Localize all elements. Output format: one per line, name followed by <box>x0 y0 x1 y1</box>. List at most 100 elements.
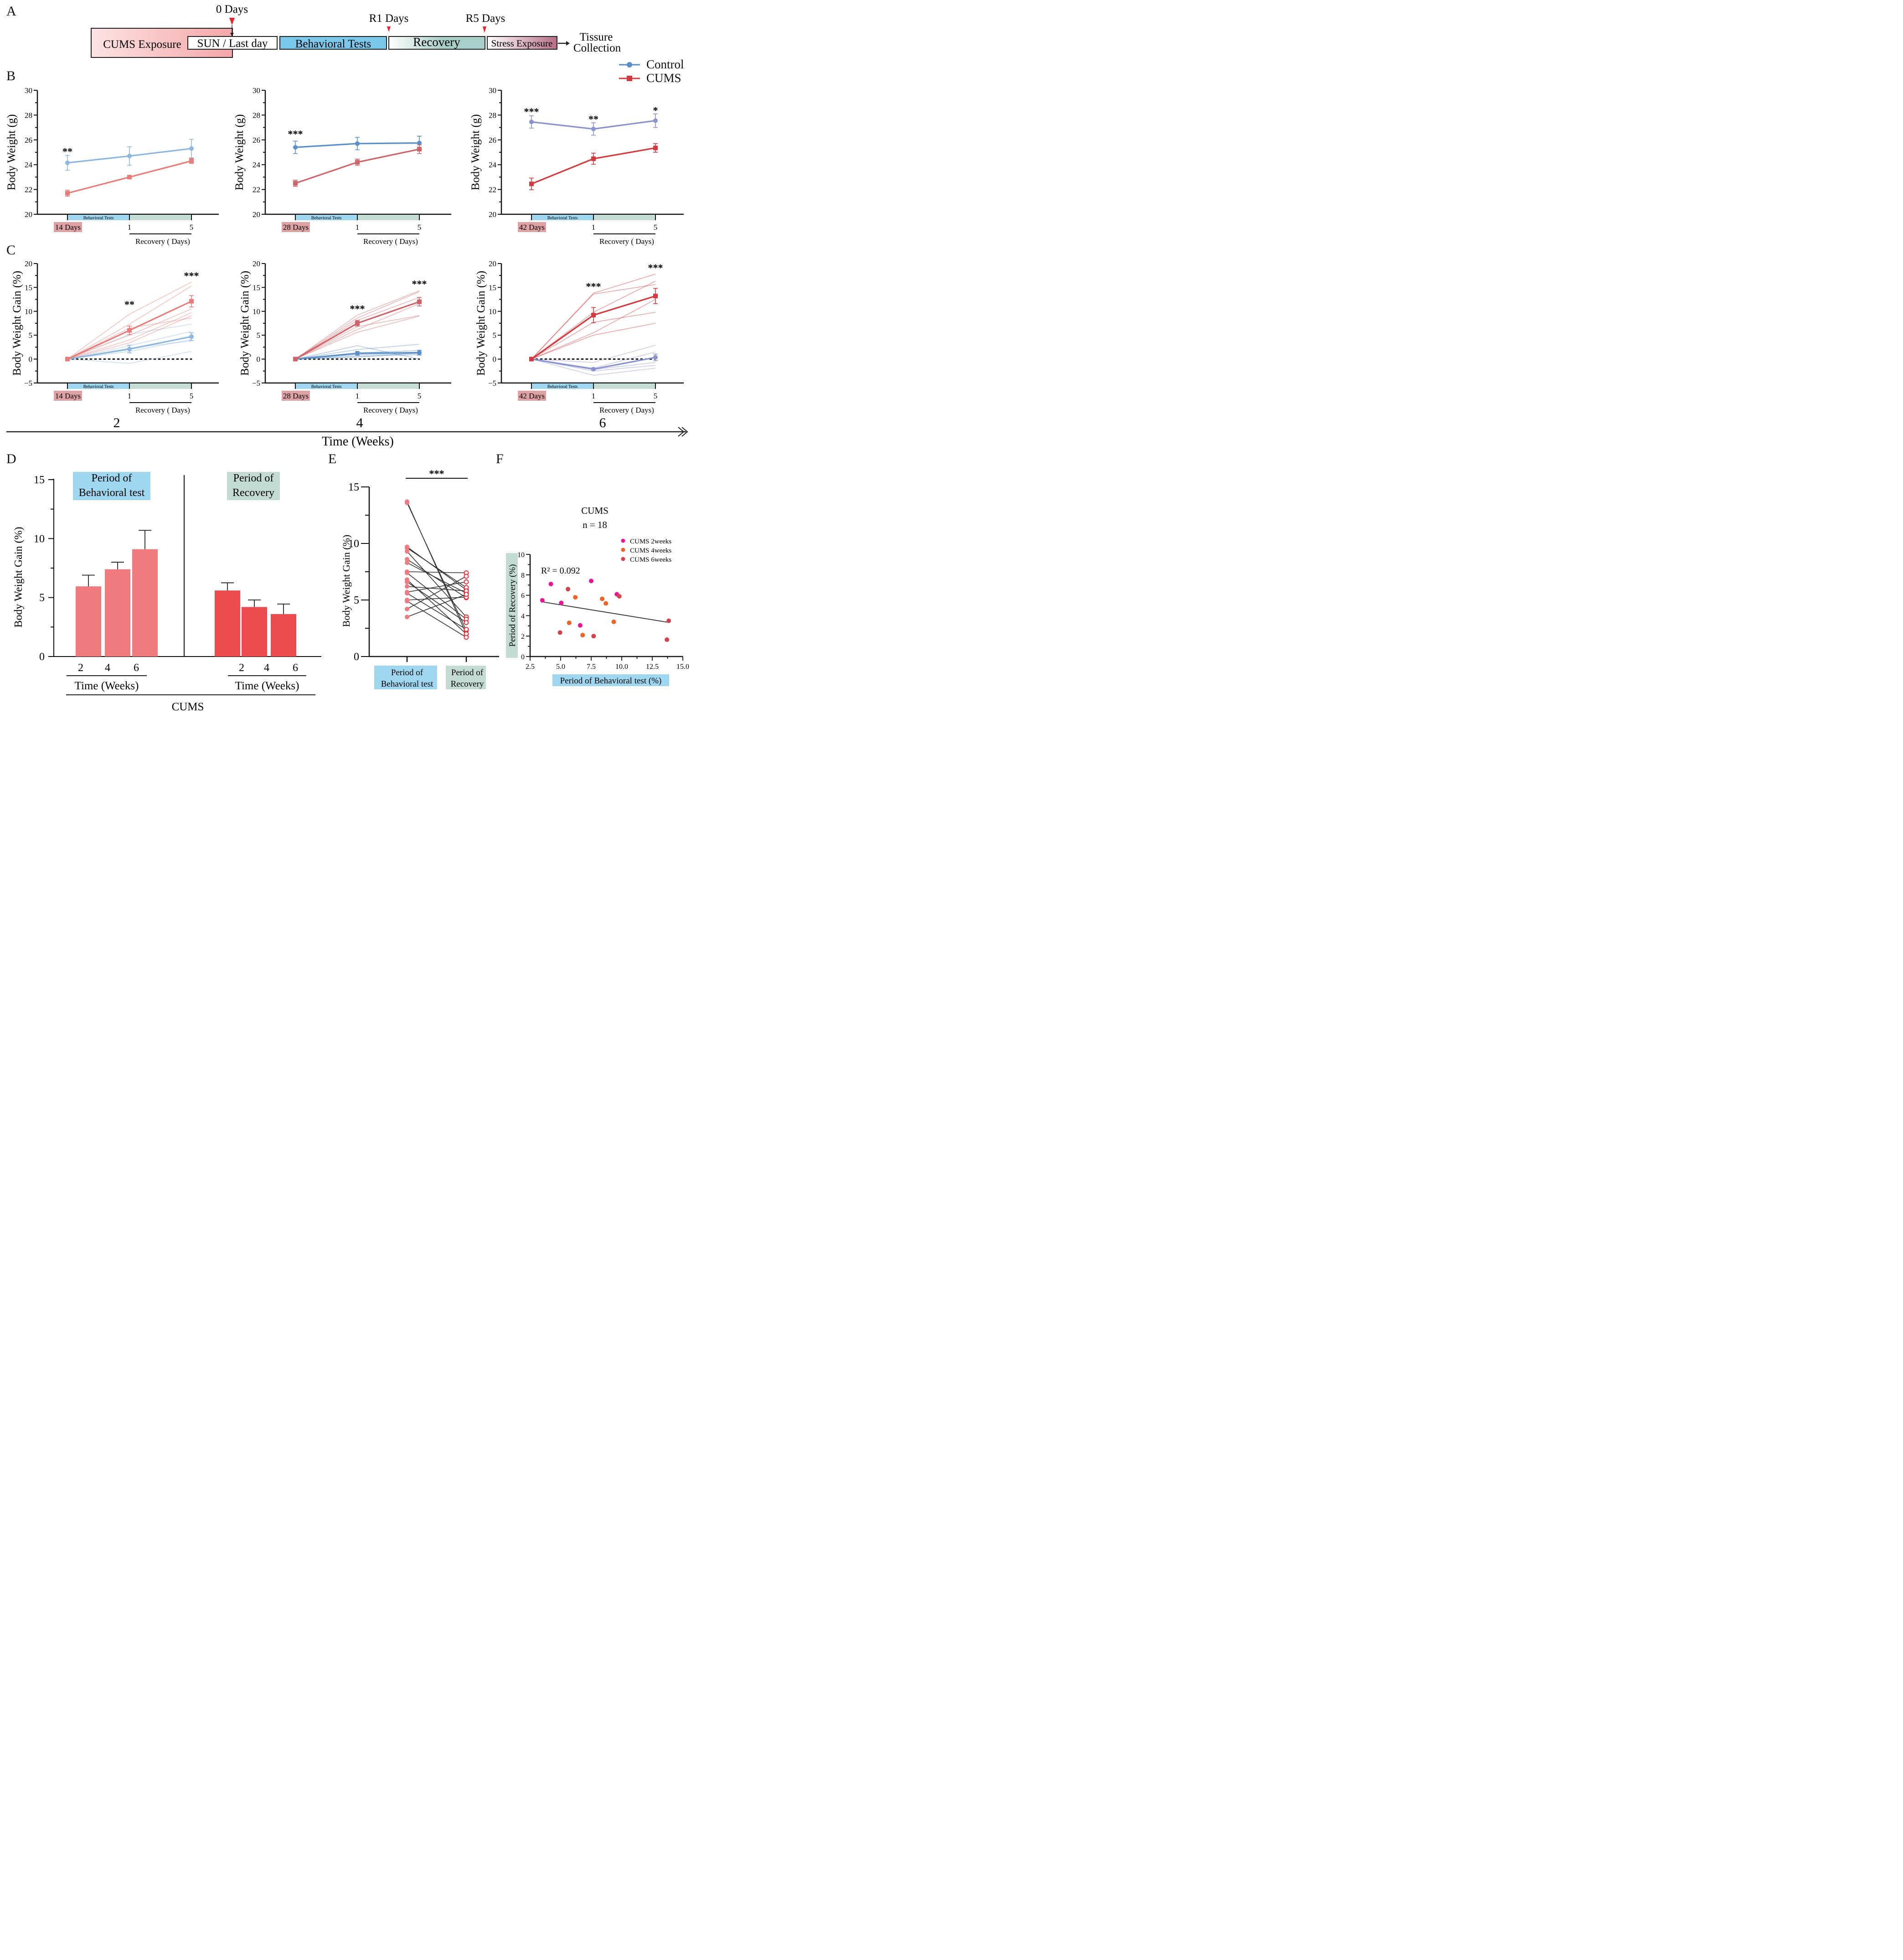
label-tissue: Tissure <box>580 31 613 43</box>
behavioral-tests-band <box>531 215 593 220</box>
y-tick-label: 24 <box>25 160 33 169</box>
data-point-cums <box>591 313 596 318</box>
individual-trace-cums <box>67 315 192 360</box>
x-tick-label-start: 42 Days <box>519 223 545 232</box>
x-tick-label: 5 <box>190 392 194 400</box>
start-label-bg <box>54 222 82 232</box>
timeline-diagram: 0 Days R1 Days R5 Days CUMS Exposure SUN… <box>91 3 621 58</box>
start-label-bg <box>518 391 546 401</box>
x-tick-label: 1 <box>128 392 132 400</box>
data-point-cums <box>417 299 422 304</box>
recovery-band <box>129 215 191 220</box>
data-point-control <box>189 334 194 339</box>
x-tick-label-start: 28 Days <box>283 392 309 400</box>
band-label: Behavioral Tests <box>547 384 578 389</box>
legend-cums-marker-icon <box>619 75 640 81</box>
data-point-cums <box>653 145 658 150</box>
y-tick-label: −5 <box>252 379 260 388</box>
legend-item-control: Control <box>618 57 684 72</box>
data-point-control <box>591 367 596 372</box>
significance-marker: *** <box>350 303 365 315</box>
x-tick-label: 1 <box>592 223 596 232</box>
chart-title: CUMS <box>581 505 609 516</box>
data-point-recovery <box>464 579 469 584</box>
x-category-label: Period of <box>391 668 423 677</box>
data-point-recovery <box>464 635 469 640</box>
individual-trace-cums <box>295 315 420 360</box>
group-title: Recovery <box>232 487 274 499</box>
data-point-cums <box>417 147 422 152</box>
data-point-control <box>127 154 132 159</box>
behavioral-tests-band <box>67 215 129 220</box>
start-label-bg <box>282 222 310 232</box>
y-axis-label: Body Weight (g) <box>233 114 246 191</box>
pair-line <box>407 559 467 598</box>
x-category-label: Recovery <box>451 679 484 689</box>
data-point-cums <box>189 159 194 164</box>
data-point-behavioral <box>405 584 409 589</box>
x-tick-label: 1 <box>356 223 360 232</box>
data-point-behavioral <box>405 570 409 575</box>
recovery-band <box>357 215 419 220</box>
individual-trace-control <box>67 351 192 364</box>
time-tick-4: 4 <box>356 415 363 430</box>
y-tick-label: 20 <box>25 210 32 219</box>
y-tick-label: 26 <box>253 136 260 145</box>
legend-label: CUMS 2weeks <box>630 538 671 545</box>
x-tick-label: 6 <box>293 662 298 674</box>
data-point-behavioral <box>405 615 409 620</box>
x-tick-label: 4 <box>264 662 269 674</box>
data-point-cums-6weeks <box>591 634 596 639</box>
recovery-band <box>593 383 655 389</box>
data-point-control <box>653 118 658 123</box>
individual-trace-cums <box>295 290 420 360</box>
bar <box>105 569 130 657</box>
data-point-cums <box>529 181 534 186</box>
behavioral-tests-box <box>279 36 387 50</box>
group-title-bg <box>227 472 280 500</box>
data-point-behavioral <box>405 500 409 505</box>
chart-b2: 20 22 24 26 28 30 Body Weight (g) Behavioral Te… <box>233 86 451 246</box>
pair-line <box>407 581 467 593</box>
pair-line <box>407 594 467 617</box>
label-cums-exposure: CUMS Exposure <box>103 38 181 51</box>
x-tick-label: 6 <box>134 662 139 674</box>
y-tick-label: 30 <box>253 86 260 95</box>
bar <box>132 549 158 657</box>
y-tick-label: 10 <box>348 538 359 550</box>
x-tick-label: 12.5 <box>646 663 659 671</box>
data-point-cums-4weeks <box>580 632 585 637</box>
marker-r5-days: R5 Days <box>466 12 505 25</box>
individual-trace-cums <box>531 323 656 360</box>
data-point-cums-6weeks <box>617 594 622 599</box>
y-tick-label: 20 <box>489 210 496 219</box>
time-axis-label: Time (Weeks) <box>322 434 394 449</box>
x-axis-label: Time (Weeks) <box>75 680 139 692</box>
y-tick-label: 20 <box>25 259 32 268</box>
label-collection: Collection <box>573 42 621 54</box>
data-point-control <box>293 145 298 150</box>
y-axis-label: Body Weight Gain (%) <box>13 527 25 628</box>
data-point-control <box>529 119 534 124</box>
x-tick-label: 5 <box>418 223 422 232</box>
legend-label: CUMS 4weeks <box>630 547 671 554</box>
y-tick-label: 28 <box>489 111 496 119</box>
x-tick-label-start: 28 Days <box>283 223 309 232</box>
recovery-axis-label: Recovery ( Days) <box>363 237 418 246</box>
data-point-cums-2weeks <box>589 579 593 584</box>
chart-subtitle: n = 18 <box>583 519 607 530</box>
behavioral-tests-band <box>531 383 593 389</box>
y-tick-label: 8 <box>521 572 525 579</box>
data-point-cums-4weeks <box>567 621 572 626</box>
marker-r1-days: R1 Days <box>369 12 409 25</box>
day0-arrow-icon <box>230 33 234 36</box>
individual-trace-control <box>295 354 420 360</box>
double-chevron-icon <box>678 427 688 437</box>
data-point-cums-6weeks <box>566 587 571 592</box>
marker-0-days: 0 Days <box>216 3 248 16</box>
data-point-cums <box>293 181 298 186</box>
pair-line <box>407 546 467 590</box>
r-squared-annotation: R² = 0.092 <box>541 566 580 576</box>
